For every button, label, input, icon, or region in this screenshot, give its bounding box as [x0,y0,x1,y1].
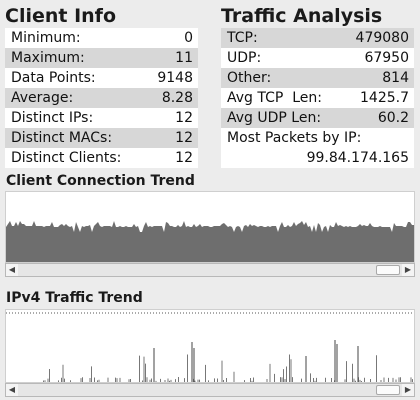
client-trend-area [6,221,414,262]
ipv4-trend-scroll-thumb[interactable] [376,385,400,395]
row-label: Maximum: [11,50,85,66]
row-label: Avg TCP Len: [227,90,322,106]
ipv4-traffic-trend-graph [5,309,415,383]
ipv4-trend-scrollbar[interactable]: ◀ ▶ [5,383,415,397]
row-label: Average: [11,90,74,106]
row-label: Distinct IPs: [11,110,94,126]
client-info-row-minimum: Minimum: 0 [5,28,198,48]
client-info-row-data-points: Data Points: 9148 [5,68,198,88]
client-connection-trend-graph [5,191,415,263]
row-value: 479080 [355,30,409,46]
row-value: 12 [175,130,193,146]
client-connection-trend-plot [6,221,414,262]
row-label: TCP: [227,30,258,46]
traffic-analysis-panel: Traffic Analysis TCP: 479080 UDP: 67950 … [221,4,414,168]
client-info-row-distinct-macs: Distinct MACs: 12 [5,128,198,148]
client-info-row-distinct-clients: Distinct Clients: 12 [5,148,198,168]
scroll-right-icon[interactable]: ▶ [402,384,414,396]
most-packets-value: 99.84.174.165 [306,150,409,166]
row-label: Minimum: [11,30,81,46]
traffic-row-tcp: TCP: 479080 [221,28,414,48]
traffic-row-avg-udp-len: Avg UDP Len: 60.2 [221,108,414,128]
row-value: 12 [175,150,193,166]
row-value: 0 [184,30,193,46]
traffic-row-avg-tcp-len: Avg TCP Len: 1425.7 [221,88,414,108]
client-trend-scrollbar[interactable]: ◀ ▶ [5,263,415,277]
row-label: Avg UDP Len: [227,110,322,126]
client-info-row-distinct-ips: Distinct IPs: 12 [5,108,198,128]
row-value: 67950 [364,50,409,66]
most-packets-label: Most Packets by IP: [227,130,362,146]
row-label: UDP: [227,50,262,66]
row-value: 8.28 [161,90,193,106]
scroll-left-icon[interactable]: ◀ [6,264,18,276]
client-trend-scroll-thumb[interactable] [376,265,400,275]
scroll-right-icon[interactable]: ▶ [402,264,414,276]
ipv4-traffic-trend-title: IPv4 Traffic Trend [6,290,143,306]
row-value: 11 [175,50,193,66]
row-value: 814 [382,70,409,86]
ipv4-traffic-trend-plot [6,312,414,382]
client-info-row-average: Average: 8.28 [5,88,198,108]
traffic-analysis-title: Traffic Analysis [221,5,383,27]
client-info-row-maximum: Maximum: 11 [5,48,198,68]
row-value: 60.2 [377,110,409,126]
row-label: Distinct Clients: [11,150,122,166]
traffic-row-other: Other: 814 [221,68,414,88]
scroll-left-icon[interactable]: ◀ [6,384,18,396]
client-info-panel: Client Info Minimum: 0 Maximum: 11 Data … [5,4,198,168]
row-label: Other: [227,70,272,86]
row-value: 1425.7 [360,90,409,106]
traffic-row-udp: UDP: 67950 [221,48,414,68]
row-label: Distinct MACs: [11,130,113,146]
row-value: 12 [175,110,193,126]
most-packets-block: Most Packets by IP: 99.84.174.165 [221,128,414,168]
client-info-title: Client Info [5,5,116,27]
row-label: Data Points: [11,70,96,86]
client-connection-trend-title: Client Connection Trend [6,173,195,189]
ipv4-trend-spikes [43,340,413,382]
row-value: 9148 [157,70,193,86]
